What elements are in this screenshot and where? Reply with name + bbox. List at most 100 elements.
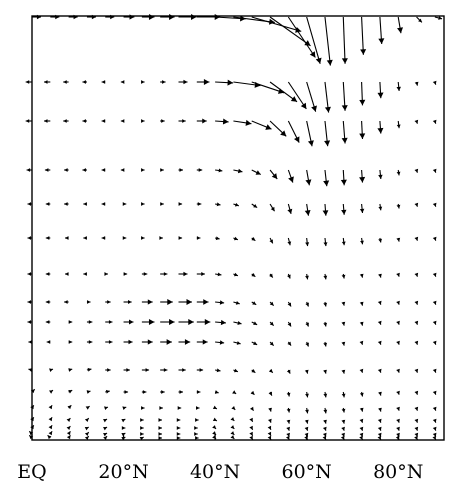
wind-vector-arrow: [66, 425, 71, 431]
wind-vector-arrow: [178, 271, 188, 277]
wind-vector-arrow: [45, 320, 51, 324]
wind-vector-arrow: [287, 169, 294, 183]
wind-vector-arrow: [306, 120, 314, 147]
wind-vector-arrow: [416, 16, 423, 23]
wind-vector-arrow: [414, 119, 419, 124]
wind-vector-arrow: [82, 80, 87, 84]
wind-vector-arrow: [27, 272, 32, 276]
wind-vector-arrow: [359, 391, 364, 397]
wind-vector-arrow: [396, 418, 400, 423]
wind-vector-arrow: [46, 340, 51, 344]
wind-vector-arrow: [304, 426, 309, 431]
x-tick-label: 60°N: [282, 461, 332, 483]
wind-vector-arrow: [140, 426, 144, 430]
wind-vector-arrow: [359, 169, 366, 183]
wind-vector-arrow: [305, 301, 309, 307]
wind-vector-arrow: [322, 432, 327, 437]
wind-vector-arrow: [434, 16, 443, 20]
wind-vector-arrow: [267, 425, 272, 431]
wind-vector-arrow: [432, 119, 437, 124]
wind-vector-arrow: [141, 368, 150, 372]
wind-vector-arrow: [230, 435, 235, 440]
wind-vector-arrow: [414, 168, 419, 173]
wind-vector-arrow: [251, 369, 256, 374]
x-axis-tick-labels: EQ 20°N 40°N 60°N 80°N: [17, 461, 423, 483]
wind-vector-arrow: [196, 236, 201, 240]
wind-vector-arrow: [44, 80, 51, 84]
wind-vector-arrow: [68, 368, 73, 372]
wind-vector-arrow: [377, 81, 384, 99]
wind-vector-arrow: [377, 368, 382, 373]
wind-vector-arrow: [306, 16, 322, 64]
wind-vector-arrow: [83, 202, 87, 206]
wind-vector-arrow: [414, 368, 419, 373]
wind-vector-arrow: [215, 202, 221, 207]
wind-vector-arrow: [101, 168, 106, 172]
wind-vector-arrow: [105, 320, 113, 324]
wind-vector-arrow: [25, 119, 32, 123]
wind-vector-arrow: [323, 419, 327, 424]
wind-vector-arrow: [141, 272, 148, 276]
wind-vector-arrow: [324, 81, 331, 113]
wind-vector-arrow: [86, 340, 93, 344]
wind-vector-arrow: [48, 416, 53, 422]
wind-vector-arrow: [160, 339, 172, 345]
wind-vector-arrow: [432, 432, 437, 437]
wind-vector-arrow: [414, 390, 419, 395]
wind-vector-arrow: [233, 168, 243, 174]
wind-vector-arrow: [215, 300, 225, 305]
wind-vector-arrow: [215, 319, 226, 326]
wind-vector-arrow: [360, 237, 364, 245]
wind-vector-arrow: [214, 390, 219, 394]
wind-vector-arrow: [251, 120, 272, 130]
wind-vector-arrow: [141, 236, 145, 240]
wind-vector-arrow: [359, 203, 365, 214]
wind-vector-arrow: [26, 168, 32, 172]
wind-vector-arrow: [249, 435, 254, 441]
wind-vector-arrow: [64, 202, 69, 206]
wind-vector-arrow: [341, 426, 345, 431]
wind-vector-arrow: [64, 300, 69, 304]
wind-vector-arrow: [86, 367, 92, 372]
wind-vector-arrow: [44, 119, 51, 123]
wind-vector-arrow: [359, 407, 364, 412]
wind-vector-arrow: [432, 168, 437, 173]
wind-vector-arrow: [414, 406, 419, 411]
wind-vector-arrow: [178, 119, 186, 123]
wind-vector-arrow: [105, 14, 115, 20]
wind-vector-arrow: [160, 119, 165, 123]
wind-vector-arrow: [120, 119, 125, 123]
wind-vector-arrow: [378, 203, 383, 211]
wind-vector-arrow: [251, 169, 261, 175]
wind-vector-arrow: [65, 272, 69, 276]
wind-vector-arrow: [84, 426, 89, 431]
wind-vector-arrow: [178, 318, 194, 326]
wind-vector-arrow: [160, 390, 165, 394]
wind-vector-arrow: [68, 340, 73, 344]
wind-vector-arrow: [105, 368, 111, 372]
wind-vector-arrow: [377, 340, 382, 345]
wind-vector-arrow: [141, 119, 145, 123]
wind-vector-arrow: [212, 425, 217, 430]
wind-vector-arrow: [84, 417, 90, 423]
wind-vector-arrow: [341, 120, 348, 144]
wind-vector-arrow: [178, 368, 186, 372]
wind-vector-arrow: [432, 406, 437, 411]
x-axis-ticks: [31, 434, 399, 440]
wind-vector-arrow: [287, 203, 293, 215]
wind-vector-arrow: [176, 426, 181, 430]
wind-vector-arrow: [359, 432, 364, 437]
wind-vector-arrow: [377, 120, 384, 134]
wind-vector-arrow: [27, 320, 32, 324]
wind-vector-arrow: [322, 426, 327, 431]
wind-vector-arrow: [141, 80, 145, 84]
wind-vector-arrow: [269, 120, 287, 137]
wind-vector-arrow: [123, 319, 134, 325]
wind-vector-arrow: [286, 369, 291, 374]
wind-vector-arrow: [269, 273, 274, 278]
wind-vector-arrow: [178, 202, 183, 206]
wind-vector-arrow: [359, 426, 364, 431]
wind-vector-arrow: [251, 273, 256, 278]
wind-vector-arrow: [82, 119, 87, 123]
wind-vector-arrow: [63, 119, 69, 123]
